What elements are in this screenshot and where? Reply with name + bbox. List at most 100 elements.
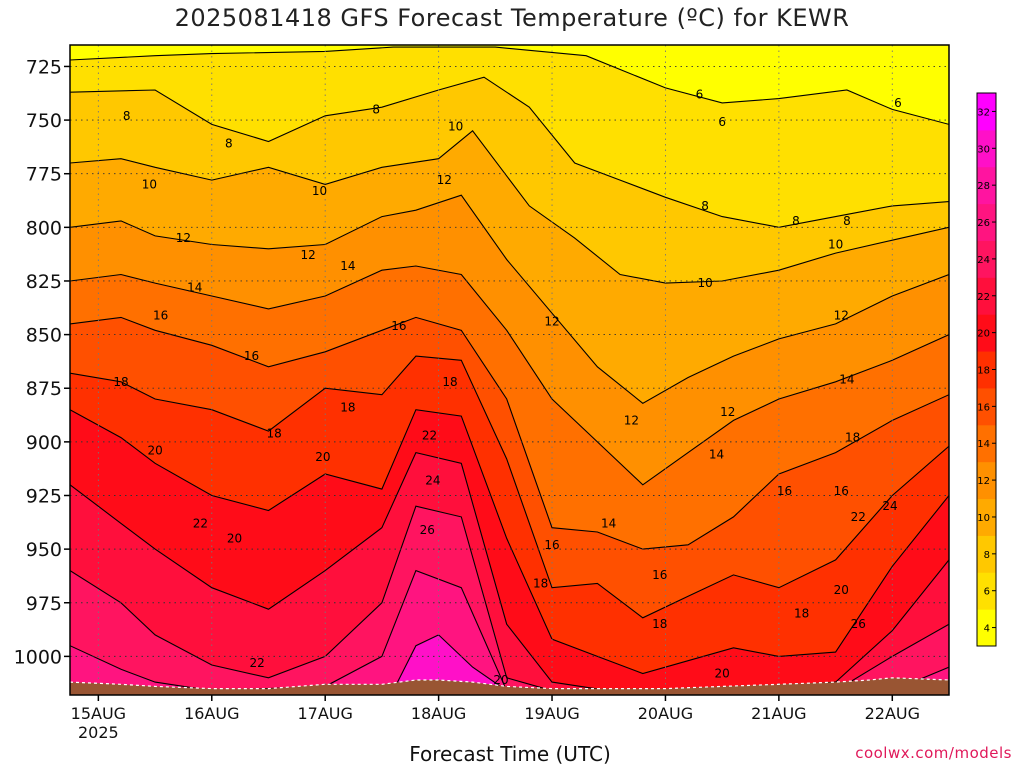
x-tick-label: 21AUG	[751, 704, 806, 723]
x-tick-label: 22AUG	[865, 704, 920, 723]
contour-label: 12	[437, 173, 452, 187]
x-axis-label: Forecast Time (UTC)	[409, 742, 611, 766]
colorbar-segment	[977, 387, 996, 426]
y-tick-label: 875	[26, 378, 62, 400]
contour-label: 18	[340, 401, 355, 415]
colorbar: 4 6 8 10 12 14 16 18 20 22 24 26 28 30 32	[976, 92, 997, 647]
colorbar-segment	[977, 129, 996, 168]
contour-label: 22	[851, 510, 866, 524]
colorbar-tick-label: 20	[977, 329, 990, 340]
colorbar-tick-label: 14	[977, 439, 990, 450]
contour-label: 10	[697, 276, 712, 290]
contour-label: 8	[372, 102, 380, 116]
temperature-band-22	[70, 452, 949, 695]
y-tick-label: 900	[26, 432, 62, 454]
contour-label: 6	[718, 115, 726, 129]
contour-label: 8	[701, 199, 709, 213]
colorbar-segment	[977, 351, 996, 389]
colorbar-tick-label: 32	[977, 107, 990, 118]
contour-label: 18	[845, 431, 860, 445]
y-tick-label: 925	[26, 485, 62, 507]
contour-label: 20	[715, 667, 730, 681]
x-tick-label: 16AUG	[184, 704, 239, 723]
contour-label: 16	[153, 308, 168, 322]
colorbar-tick-label: 24	[977, 255, 990, 266]
isotherm-18	[70, 355, 949, 619]
contour-label: 12	[544, 315, 559, 329]
surface-line	[70, 677, 949, 690]
y-tick-label: 750	[26, 110, 62, 132]
contour-label: 16	[652, 568, 667, 582]
colorbar-tick-label: 4	[984, 624, 990, 635]
contour-label: 16	[544, 538, 559, 552]
contour-label: 6	[696, 87, 704, 101]
colorbar-segment	[977, 498, 996, 536]
contour-label: 8	[792, 214, 800, 228]
y-tick-label: 825	[26, 271, 62, 293]
colorbar-segment	[977, 572, 996, 610]
contour-label: 26	[420, 523, 435, 537]
colorbar-segment	[977, 166, 996, 205]
y-axis: 725 750 775 800 825 850 875 900 925 950 975 1000	[14, 56, 70, 668]
contour-label: 18	[442, 375, 457, 389]
contour-label: 8	[843, 214, 851, 228]
terrain-fill	[70, 677, 949, 695]
contour-label: 18	[533, 576, 548, 590]
isotherm-10	[70, 130, 949, 284]
contour-label: 12	[624, 413, 639, 427]
contour-label: 12	[720, 405, 735, 419]
colorbar-tick-label: 26	[977, 218, 990, 229]
isotherm-14	[70, 265, 949, 486]
colorbar-segment	[977, 277, 996, 315]
y-tick-label: 850	[26, 325, 62, 347]
colorbar-segment	[977, 203, 996, 241]
contour-label: 22	[249, 656, 264, 670]
contour-label: 22	[193, 516, 208, 530]
contour-label: 20	[227, 531, 242, 545]
colorbar-segment	[977, 461, 996, 500]
contour-label: 12	[301, 248, 316, 262]
contour-label: 14	[340, 259, 355, 273]
contour-label: 10	[312, 184, 327, 198]
colorbar-segment	[977, 314, 996, 352]
x-tick-sublabel: 2025	[78, 723, 119, 742]
contour-label: 26	[851, 617, 866, 631]
contour-label: 10	[448, 120, 463, 134]
contour-label: 6	[894, 96, 902, 110]
contour-label: 18	[113, 375, 128, 389]
contour-label: 10	[828, 238, 843, 252]
colorbar-tick-label: 28	[977, 181, 990, 192]
y-tick-label: 975	[26, 593, 62, 615]
credit-text: coolwx.com/models	[855, 744, 1012, 762]
chart-title: 2025081418 GFS Forecast Temperature (ºC)…	[174, 4, 850, 32]
contour-label: 8	[123, 109, 131, 123]
colorbar-tick-label: 22	[977, 292, 990, 303]
y-tick-label: 725	[26, 56, 62, 78]
contour-label: 12	[176, 231, 191, 245]
contour-label: 10	[142, 177, 157, 191]
contour-label: 16	[391, 319, 406, 333]
colorbar-tick-label: 30	[977, 144, 990, 155]
contour-label: 18	[794, 607, 809, 621]
x-tick-label: 15AUG	[71, 704, 126, 723]
y-tick-label: 800	[26, 217, 62, 239]
contour-label: 14	[709, 448, 724, 462]
colorbar-tick-label: 10	[977, 513, 990, 524]
contour-label: 20	[147, 443, 162, 457]
colorbar-tick-label: 6	[984, 587, 990, 598]
contour-label: 16	[834, 484, 849, 498]
contour-label: 24	[425, 474, 440, 488]
colorbar-segment	[977, 240, 996, 278]
contour-label: 14	[601, 516, 616, 530]
y-tick-label: 950	[26, 539, 62, 561]
contour-label: 20	[493, 673, 508, 687]
isotherm-6	[70, 46, 949, 125]
colorbar-segment	[977, 535, 996, 573]
contour-label: 12	[834, 308, 849, 322]
colorbar-tick-label: 8	[984, 550, 990, 561]
contour-label: 20	[315, 450, 330, 464]
contour-label: 24	[882, 499, 897, 513]
